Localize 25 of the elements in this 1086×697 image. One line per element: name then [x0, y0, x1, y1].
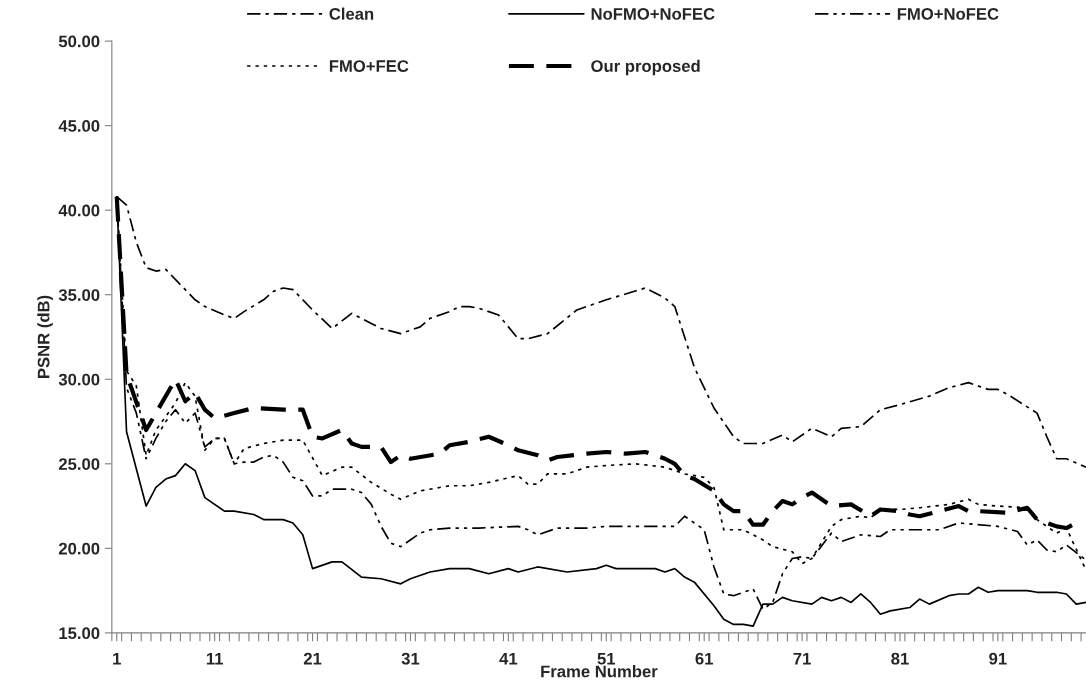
- x-tick-label: 11: [206, 652, 223, 665]
- y-tick-label: 25.00: [58, 458, 100, 471]
- y-tick-label: 20.00: [58, 542, 100, 555]
- y-tick-label: 40.00: [58, 204, 100, 217]
- y-tick-label: 30.00: [58, 373, 100, 386]
- x-tick-label: 31: [401, 652, 420, 665]
- y-tick-label: 45.00: [58, 120, 100, 132]
- x-tick-label: 91: [989, 652, 1007, 665]
- y-tick-label: 35.00: [58, 289, 100, 301]
- x-axis-title: Frame Number: [541, 665, 658, 678]
- y-tick-label: 15.00: [59, 627, 100, 640]
- x-tick-label: 71: [793, 652, 811, 665]
- y-tick-label: 50.00: [58, 35, 100, 48]
- x-tick-label: 61: [695, 652, 713, 665]
- x-tick-label: 21: [303, 652, 322, 665]
- legend-label: FMO+FEC: [329, 60, 409, 72]
- x-tick-label: 41: [499, 652, 518, 665]
- legend-label: Our proposed: [591, 59, 700, 76]
- x-tick-label: 51: [597, 652, 616, 665]
- legend-label: Clean: [329, 7, 374, 20]
- x-tick-label: 1: [113, 652, 121, 665]
- legend-label: NoFMO+NoFEC: [591, 7, 715, 20]
- y-axis-title: PSNR (dB): [37, 295, 53, 379]
- legend-label: FMO+NoFEC: [897, 7, 999, 20]
- x-tick-label: 81: [891, 652, 909, 665]
